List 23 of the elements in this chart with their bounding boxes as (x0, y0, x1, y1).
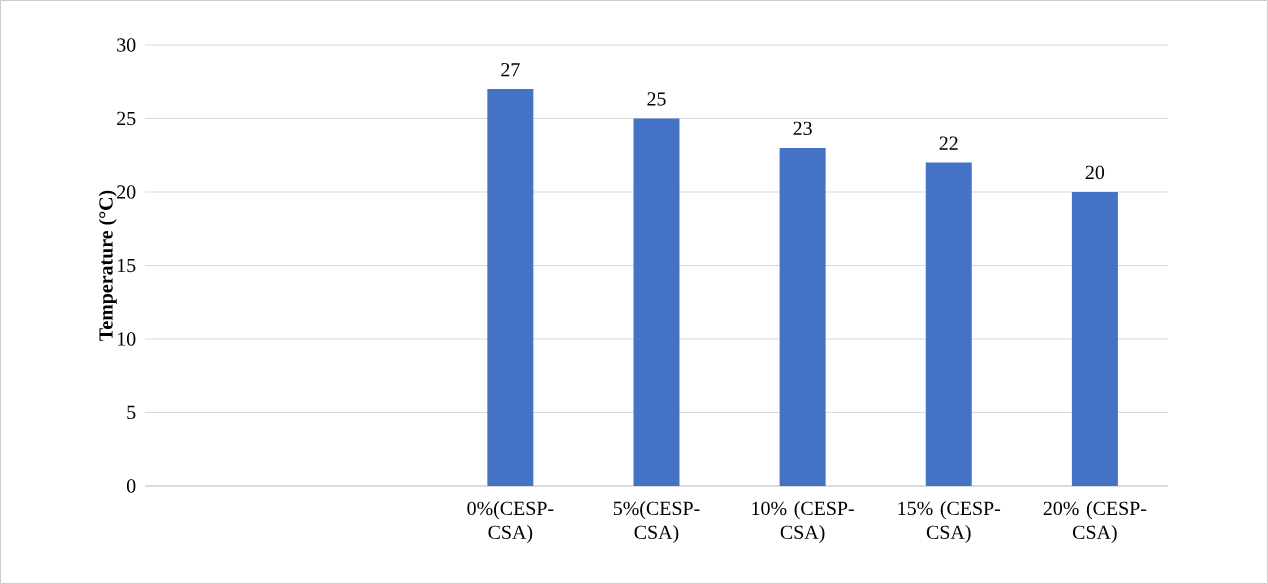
y-tick-label: 0 (126, 479, 136, 493)
bar (487, 89, 534, 486)
y-axis-title: Temperature (°C) (98, 190, 117, 341)
y-tick-label: 25 (117, 111, 136, 126)
bar (925, 162, 972, 486)
x-tick-label: 5%(CESP-CSA) (613, 501, 700, 544)
data-label: 27 (501, 63, 520, 77)
y-tick-label: 10 (117, 332, 136, 346)
y-tick-label: 20 (117, 185, 136, 199)
data-label: 23 (793, 121, 812, 136)
y-tick-label: 5 (127, 405, 136, 420)
x-tick-label: 20% (CESP-CSA) (1043, 501, 1147, 544)
bar (633, 118, 680, 486)
data-label: 20 (1085, 165, 1105, 180)
x-tick-label: 15% (CESP-CSA) (898, 501, 1001, 544)
y-tick-label: 30 (117, 38, 136, 52)
x-tick-label: 0%(CESP-CSA) (467, 501, 554, 544)
data-label: 25 (647, 92, 666, 106)
bar (1071, 191, 1118, 486)
bar (779, 147, 826, 486)
y-tick-label: 15 (117, 258, 136, 273)
data-label: 22 (939, 136, 958, 150)
x-tick-label: 10% (CESP-CSA) (752, 501, 854, 544)
